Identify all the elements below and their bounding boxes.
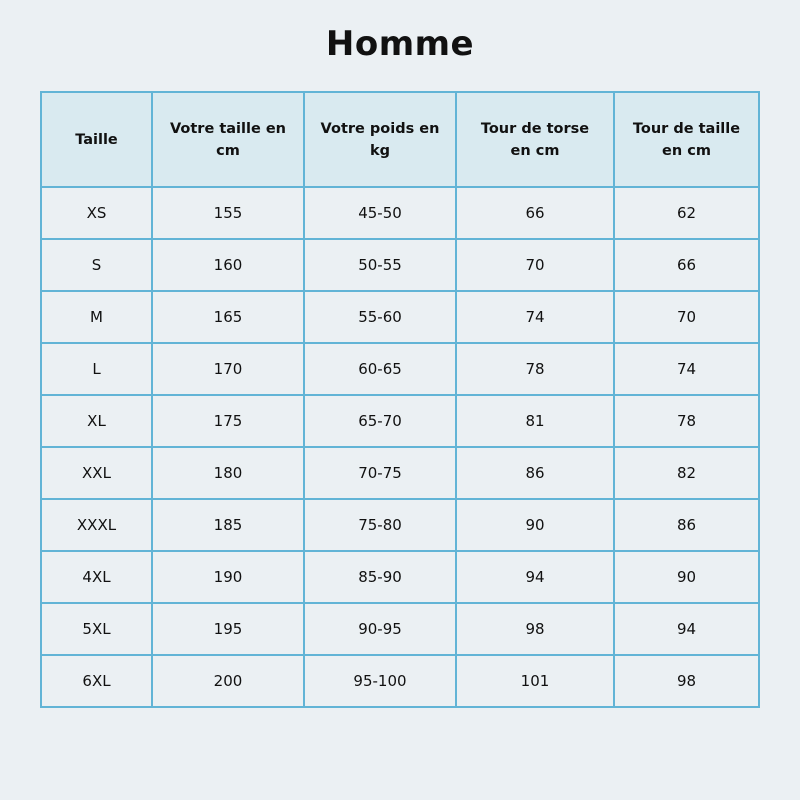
table-cell: M — [40, 290, 153, 344]
header-row: Taille Votre taille en cm Votre poids en k… — [40, 91, 760, 188]
table-cell: 74 — [613, 342, 760, 396]
table-cell: 65-70 — [303, 394, 457, 448]
table-cell: 94 — [613, 602, 760, 656]
table-cell: 78 — [455, 342, 615, 396]
table-cell: S — [40, 238, 153, 292]
table-cell: 195 — [151, 602, 305, 656]
size-chart-table: Taille Votre taille en cm Votre poids en k… — [40, 91, 760, 708]
table-cell: 190 — [151, 550, 305, 604]
table-cell: 86 — [613, 498, 760, 552]
table-cell: 5XL — [40, 602, 153, 656]
table-cell: 66 — [613, 238, 760, 292]
table-cell: 155 — [151, 186, 305, 240]
table-cell: 74 — [455, 290, 615, 344]
table-cell: 75-80 — [303, 498, 457, 552]
table-row: L 170 60-65 78 74 — [40, 342, 760, 396]
table-row: M 165 55-60 74 70 — [40, 290, 760, 344]
table-cell: 6XL — [40, 654, 153, 708]
table-cell: 86 — [455, 446, 615, 500]
table-cell: 185 — [151, 498, 305, 552]
table-cell: 78 — [613, 394, 760, 448]
table-cell: XL — [40, 394, 153, 448]
table-cell: 4XL — [40, 550, 153, 604]
table-cell: XXXL — [40, 498, 153, 552]
table-cell: 55-60 — [303, 290, 457, 344]
table-cell: 90 — [455, 498, 615, 552]
table-row: 6XL 200 95-100 101 98 — [40, 654, 760, 708]
table-cell: 81 — [455, 394, 615, 448]
table-cell: L — [40, 342, 153, 396]
table-row: XL 175 65-70 81 78 — [40, 394, 760, 448]
table-row: 4XL 190 85-90 94 90 — [40, 550, 760, 604]
table-cell: 82 — [613, 446, 760, 500]
table-row: XXXL 185 75-80 90 86 — [40, 498, 760, 552]
table-row: XXL 180 70-75 86 82 — [40, 446, 760, 500]
table-cell: 90 — [613, 550, 760, 604]
table-cell: 90-95 — [303, 602, 457, 656]
table-cell: 165 — [151, 290, 305, 344]
table-cell: 200 — [151, 654, 305, 708]
table-row: 5XL 195 90-95 98 94 — [40, 602, 760, 656]
table-cell: 101 — [455, 654, 615, 708]
table-cell: 45-50 — [303, 186, 457, 240]
table-cell: 98 — [455, 602, 615, 656]
table-cell: 175 — [151, 394, 305, 448]
column-header: Votre poids en kg — [303, 91, 457, 188]
table-cell: 70 — [455, 238, 615, 292]
table-cell: 170 — [151, 342, 305, 396]
table-cell: 85-90 — [303, 550, 457, 604]
column-header: Taille — [40, 91, 153, 188]
table-cell: 50-55 — [303, 238, 457, 292]
column-header: Votre taille en cm — [151, 91, 305, 188]
table-cell: 180 — [151, 446, 305, 500]
table-cell: 70-75 — [303, 446, 457, 500]
table-cell: 66 — [455, 186, 615, 240]
table-cell: 98 — [613, 654, 760, 708]
table-cell: 62 — [613, 186, 760, 240]
table-row: XS 155 45-50 66 62 — [40, 186, 760, 240]
table-cell: 70 — [613, 290, 760, 344]
table-cell: 94 — [455, 550, 615, 604]
table-cell: XXL — [40, 446, 153, 500]
column-header: Tour de taille en cm — [613, 91, 760, 188]
table-cell: 60-65 — [303, 342, 457, 396]
table-cell: XS — [40, 186, 153, 240]
page-title: Homme — [325, 24, 475, 64]
column-header: Tour de torse en cm — [455, 91, 615, 188]
table-cell: 160 — [151, 238, 305, 292]
table-row: S 160 50-55 70 66 — [40, 238, 760, 292]
table-cell: 95-100 — [303, 654, 457, 708]
